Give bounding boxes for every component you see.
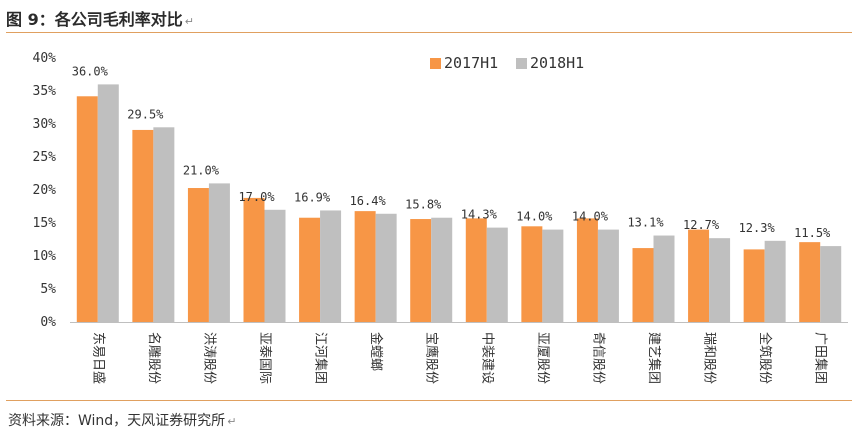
bar-2018H1	[208, 183, 230, 322]
source-divider	[6, 400, 852, 401]
category-label: 洪涛股份	[201, 332, 217, 384]
data-label: 11.5%	[794, 226, 831, 240]
bar-2017H1	[354, 211, 376, 322]
y-tick-label: 40%	[33, 51, 57, 66]
y-tick-label: 30%	[33, 117, 57, 132]
bar-2018H1	[653, 235, 675, 322]
bar-2017H1	[132, 129, 154, 322]
y-tick-label: 5%	[40, 282, 56, 297]
data-label: 13.1%	[627, 216, 664, 230]
y-tick-label: 10%	[33, 249, 57, 264]
data-label: 29.5%	[127, 107, 164, 121]
y-tick-label: 25%	[33, 150, 57, 165]
source-text: 资料来源：Wind，天风证券研究所	[8, 413, 226, 429]
source-note: 资料来源：Wind，天风证券研究所 ↵	[8, 410, 236, 430]
data-label: 17.0%	[238, 190, 275, 204]
data-label: 14.0%	[572, 210, 609, 224]
bar-2018H1	[375, 213, 397, 322]
legend-label: 2017H1	[444, 54, 498, 72]
title-divider	[6, 32, 852, 33]
data-label: 14.3%	[461, 208, 498, 222]
bar-2018H1	[764, 240, 786, 322]
chart-title-text: 图 9：各公司毛利率对比	[6, 10, 183, 29]
category-label: 金螳螂	[368, 332, 384, 371]
bar-2017H1	[688, 229, 710, 322]
bar-2018H1	[320, 210, 342, 322]
data-label: 16.4%	[350, 194, 387, 208]
data-label: 14.0%	[516, 210, 553, 224]
category-label: 东易日盛	[90, 332, 105, 384]
category-label: 全筑股份	[757, 332, 773, 384]
paragraph-mark-icon: ↵	[227, 415, 237, 428]
bar-series	[76, 84, 842, 323]
bar-2017H1	[465, 218, 487, 322]
bar-2017H1	[187, 188, 209, 322]
bar-2018H1	[709, 238, 731, 322]
bar-2018H1	[431, 217, 453, 322]
bar-2018H1	[97, 84, 119, 323]
bar-2018H1	[597, 229, 619, 322]
bar-2018H1	[486, 227, 508, 322]
bar-2018H1	[542, 229, 564, 322]
chart-title: 图 9：各公司毛利率对比 ↵	[6, 6, 194, 30]
category-label: 宝鹰股份	[424, 332, 440, 384]
category-label: 奇信股份	[590, 332, 606, 384]
category-label: 亚泰国际	[257, 332, 272, 384]
data-label: 21.0%	[183, 163, 220, 177]
data-labels: 36.0% 29.5% 21.0% 17.0% 16.9% 16.4% 15.8% 14.3%…	[72, 64, 831, 240]
bar-chart: 0% 5% 10% 15% 20% 25% 30% 35% 40% 36.0% 29.5% 21.0…	[33, 51, 848, 384]
legend-label: 2018H1	[530, 54, 584, 72]
data-label: 12.7%	[683, 218, 720, 232]
bar-2017H1	[299, 217, 321, 322]
category-label: 亚厦股份	[535, 332, 550, 384]
category-label: 中装建设	[479, 332, 494, 384]
bar-2017H1	[76, 96, 98, 322]
data-label: 12.3%	[739, 221, 776, 235]
bar-2017H1	[243, 197, 265, 322]
category-labels: 东易日盛 名雕股份 洪涛股份 亚泰国际 江河集团 金螳螂 宝鹰股份 中装建设 亚厦股份 奇信股份 建…	[90, 332, 828, 384]
bar-2017H1	[410, 219, 432, 322]
bar-2017H1	[632, 248, 654, 322]
y-tick-label: 15%	[33, 216, 57, 231]
legend-swatch-2018H1	[516, 58, 527, 69]
data-label: 36.0%	[72, 64, 109, 78]
bar-2017H1	[576, 218, 598, 322]
category-label: 广田集团	[813, 332, 829, 384]
category-label: 建艺集团	[646, 332, 662, 384]
legend-swatch-2017H1	[430, 58, 441, 69]
legend: 2017H1 2018H1	[430, 54, 584, 72]
category-label: 瑞和股份	[702, 332, 717, 384]
bar-2018H1	[820, 246, 842, 322]
data-label: 15.8%	[405, 198, 442, 212]
bar-2018H1	[153, 127, 175, 322]
bar-2018H1	[264, 209, 286, 322]
y-tick-label: 0%	[40, 315, 56, 330]
paragraph-mark-icon: ↵	[184, 15, 194, 28]
bar-2017H1	[799, 242, 821, 322]
bar-2017H1	[521, 226, 543, 322]
category-label: 名雕股份	[146, 332, 162, 384]
data-label: 16.9%	[294, 190, 331, 204]
category-label: 江河集团	[313, 332, 329, 384]
y-tick-label: 20%	[33, 183, 57, 198]
y-tick-label: 35%	[33, 84, 57, 99]
bar-2017H1	[743, 249, 765, 322]
y-axis: 0% 5% 10% 15% 20% 25% 30% 35% 40%	[33, 51, 57, 330]
